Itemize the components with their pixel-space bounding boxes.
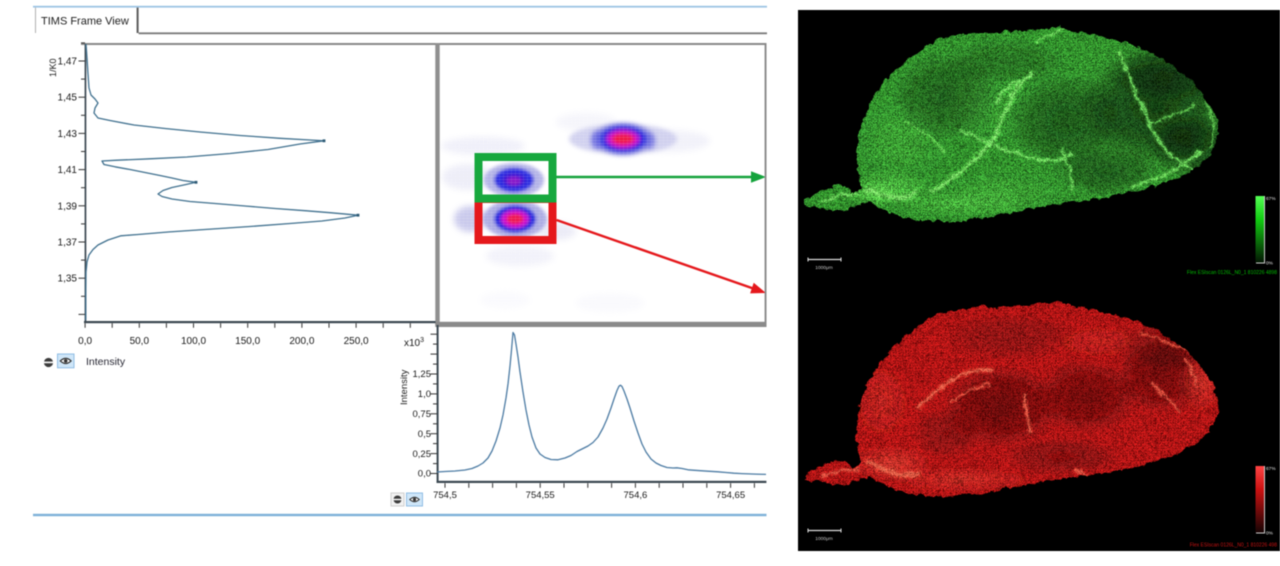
svg-text:0,0: 0,0 [78, 336, 92, 347]
svg-text:1,41: 1,41 [58, 165, 78, 176]
svg-text:x103: x103 [404, 337, 424, 349]
svg-text:1/K0: 1/K0 [48, 58, 58, 77]
svg-text:Flex ESIscan 0126L_N0_1 810226: Flex ESIscan 0126L_N0_1 810226 498 [1190, 543, 1278, 549]
svg-text:Flex ESIscan 0126L_N0_1 810226: Flex ESIscan 0126L_N0_1 810226 4898 [1187, 270, 1277, 276]
svg-text:67%: 67% [1266, 196, 1276, 202]
svg-text:100,0: 100,0 [181, 336, 206, 347]
svg-text:200,0: 200,0 [289, 336, 314, 347]
svg-text:1,37: 1,37 [58, 238, 78, 249]
svg-text:754,5: 754,5 [433, 490, 457, 501]
svg-text:0,75: 0,75 [413, 409, 432, 420]
svg-text:0,5: 0,5 [418, 429, 431, 440]
svg-text:50,0: 50,0 [130, 336, 150, 347]
svg-text:754,65: 754,65 [716, 490, 745, 501]
svg-text:1,45: 1,45 [58, 93, 78, 104]
svg-text:0,25: 0,25 [413, 449, 432, 460]
svg-text:Intensity: Intensity [86, 356, 126, 368]
svg-text:1,0: 1,0 [418, 389, 431, 400]
svg-text:1,39: 1,39 [58, 201, 78, 212]
svg-text:1000μm: 1000μm [815, 265, 832, 271]
svg-text:0,0: 0,0 [418, 469, 431, 480]
svg-text:1000μm: 1000μm [815, 536, 832, 542]
svg-text:1,35: 1,35 [58, 274, 78, 285]
svg-text:Intensity: Intensity [399, 369, 410, 405]
svg-text:67%: 67% [1266, 466, 1276, 472]
svg-text:250,0: 250,0 [344, 336, 369, 347]
svg-text:0%: 0% [1266, 261, 1274, 267]
svg-text:1,47: 1,47 [58, 57, 78, 68]
svg-text:1,25: 1,25 [413, 369, 432, 380]
svg-text:1,43: 1,43 [58, 129, 78, 140]
svg-text:150,0: 150,0 [235, 336, 260, 347]
svg-text:TIMS Frame View: TIMS Frame View [41, 16, 129, 28]
svg-text:754,6: 754,6 [624, 490, 648, 501]
svg-text:754,55: 754,55 [526, 490, 555, 501]
svg-text:0%: 0% [1266, 531, 1274, 537]
